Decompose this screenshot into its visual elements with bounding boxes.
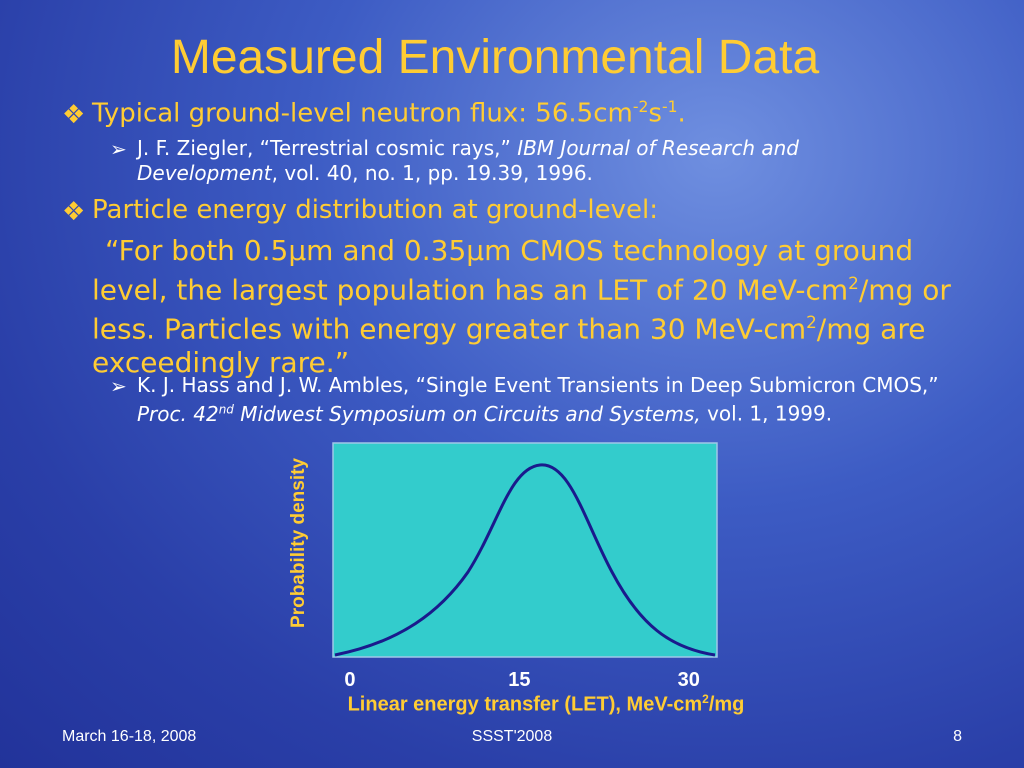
reference: K. J. Hass and J. W. Ambles, “Single Eve… — [137, 373, 967, 426]
sup: 2 — [702, 692, 709, 706]
text: J. F. Ziegler, “Terrestrial cosmic rays,… — [137, 136, 511, 160]
x-tick-label: 30 — [678, 669, 700, 691]
text: , vol. 40, no. 1, pp. 19.39, 1996. — [271, 161, 593, 185]
footer-event: SSST'2008 — [471, 728, 553, 745]
text: /mg — [708, 693, 745, 716]
text: vol. 1, 1999. — [700, 401, 833, 426]
text: Midwest Symposium on Circuits and System… — [233, 401, 701, 426]
title: Measured Environmental Data — [170, 31, 820, 84]
x-axis-label: Linear energy transfer (LET), MeV-cm2/mg — [246, 692, 846, 717]
bullet: Typical ground-level neutron flux: 56.5c… — [92, 98, 686, 129]
sub-bullet-icon: ➢ — [110, 374, 127, 398]
bullet-icon: ❖ — [62, 197, 86, 227]
plot-area — [332, 442, 718, 658]
density-curve — [334, 463, 716, 657]
text: Typical ground-level neutron flux: 56.5c… — [92, 98, 633, 129]
bullet: Particle energy distribution at ground-l… — [92, 195, 658, 225]
text: s — [648, 98, 662, 129]
sup: -1 — [661, 98, 678, 116]
bullet-icon: ❖ — [62, 100, 86, 130]
text: . — [677, 98, 686, 129]
text: /mg or less. Particles with energy great… — [92, 273, 951, 346]
text: Proc. 42 — [137, 401, 219, 426]
text: /mg are exceedingly rare.” — [92, 312, 926, 379]
sup: 2 — [848, 273, 859, 293]
x-tick-label: 15 — [508, 669, 530, 691]
reference: J. F. Ziegler, “Terrestrial cosmic rays,… — [137, 136, 907, 186]
page-number: 8 — [953, 728, 962, 745]
journal: IBM Journal of Research and Development — [137, 136, 799, 185]
x-tick-label: 0 — [344, 669, 355, 691]
sup: 2 — [806, 312, 817, 333]
sup: -2 — [632, 98, 649, 116]
sup: nd — [218, 402, 234, 416]
sub-bullet-icon: ➢ — [110, 137, 127, 161]
y-axis-label: Probability density — [288, 458, 309, 628]
footer-date: March 16-18, 2008 — [62, 728, 197, 745]
text: “For both 0.5μm and 0.35μm CMOS technolo… — [92, 234, 914, 307]
proceedings: Proc. 42nd Midwest Symposium on Circuits… — [137, 402, 701, 426]
text: Linear energy transfer (LET), MeV-cm — [347, 693, 703, 716]
text: K. J. Hass and J. W. Ambles, “Single Eve… — [137, 373, 939, 397]
quote: “For both 0.5μm and 0.35μm CMOS technolo… — [92, 234, 992, 379]
